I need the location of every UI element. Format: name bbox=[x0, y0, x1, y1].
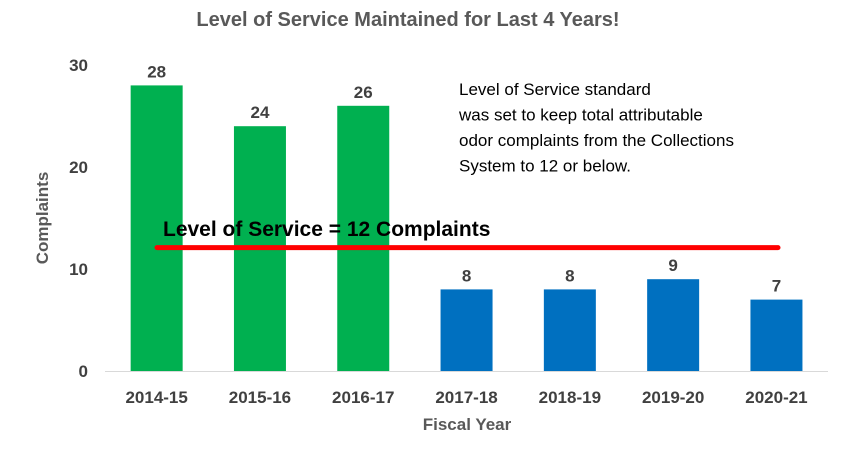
x-axis-title: Fiscal Year bbox=[423, 415, 512, 434]
bar bbox=[750, 299, 803, 371]
chart-title: Level of Service Maintained for Last 4 Y… bbox=[196, 9, 619, 31]
data-label: 24 bbox=[250, 103, 269, 122]
data-label: 26 bbox=[354, 83, 373, 102]
x-tick-label: 2020-21 bbox=[745, 388, 807, 407]
y-tick-label: 20 bbox=[69, 158, 88, 177]
y-tick-label: 30 bbox=[69, 56, 88, 75]
y-axis-title: Complaints bbox=[33, 172, 52, 265]
data-label: 7 bbox=[772, 277, 781, 296]
x-tick-label: 2018-19 bbox=[539, 388, 601, 407]
bar bbox=[543, 289, 596, 371]
data-label: 8 bbox=[565, 266, 574, 285]
annotation-line: Level of Service standard bbox=[459, 80, 651, 99]
annotation-note: Level of Service standard was set to keep… bbox=[458, 80, 734, 176]
bar bbox=[647, 279, 700, 371]
bar bbox=[440, 289, 493, 371]
annotation-line: System to 12 or below. bbox=[459, 157, 631, 176]
x-tick-label: 2017-18 bbox=[435, 388, 497, 407]
x-tick-label: 2019-20 bbox=[642, 388, 704, 407]
x-tick-label: 2016-17 bbox=[332, 388, 394, 407]
data-label: 8 bbox=[462, 266, 471, 285]
y-tick-label: 0 bbox=[79, 362, 88, 381]
bar bbox=[337, 105, 390, 372]
reference-line-label: Level of Service = 12 Complaints bbox=[163, 218, 490, 241]
y-tick-label: 10 bbox=[69, 260, 88, 279]
annotation-line: odor complaints from the Collections bbox=[459, 131, 734, 150]
data-label: 28 bbox=[147, 62, 166, 81]
x-tick-label: 2014-15 bbox=[125, 388, 187, 407]
annotation-line: was set to keep total attributable bbox=[458, 106, 703, 125]
data-label: 9 bbox=[668, 256, 677, 275]
x-tick-label: 2015-16 bbox=[229, 388, 291, 407]
bar bbox=[130, 85, 183, 372]
